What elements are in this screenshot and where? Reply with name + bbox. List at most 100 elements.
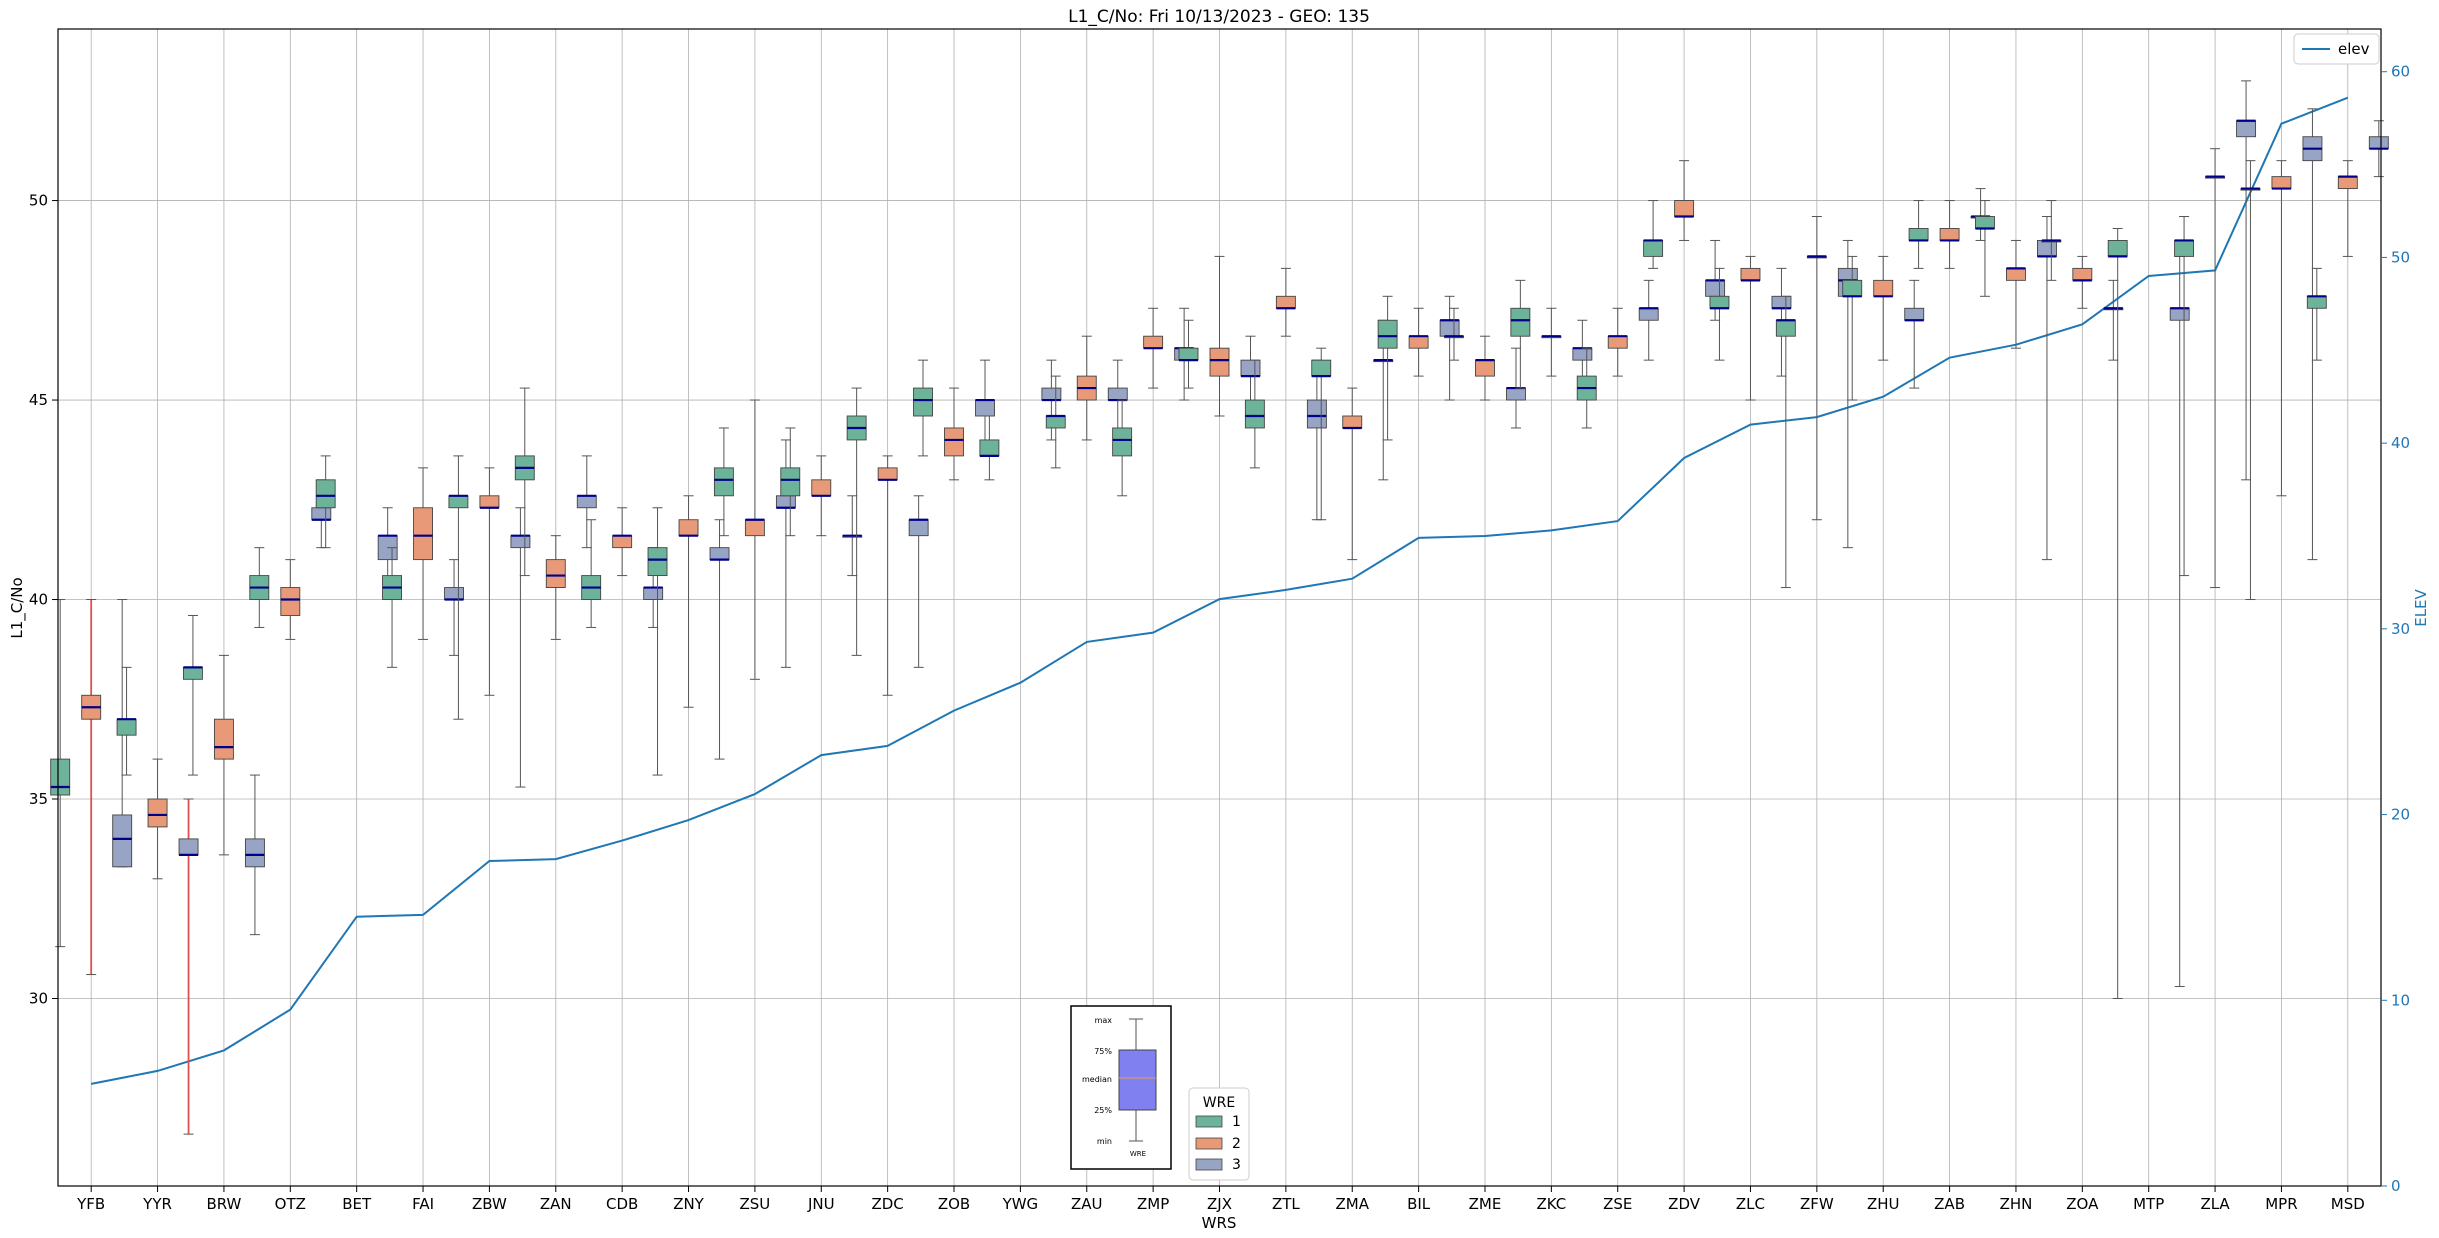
- box-iqr: [713, 467, 734, 497]
- y2-tick-label: 40: [2391, 434, 2410, 452]
- x-tick-label: BRW: [206, 1195, 241, 1213]
- x-tick-label: ZBW: [472, 1195, 507, 1213]
- box-iqr: [2072, 267, 2093, 281]
- box-zab-wre1: [1908, 200, 1929, 269]
- box-mpr-wre1: [2240, 160, 2261, 601]
- box-iqr: [1740, 267, 1761, 281]
- box-zma-wre1: [1311, 347, 1332, 521]
- wre-legend-title: WRE: [1203, 1095, 1235, 1111]
- box-iqr: [147, 798, 168, 828]
- y2-tick-label: 0: [2391, 1177, 2401, 1195]
- box-iqr: [1638, 307, 1659, 321]
- box-iqr: [112, 814, 133, 868]
- x-tick-label: JNU: [807, 1195, 835, 1213]
- box-mpr-wre2: [2271, 160, 2292, 497]
- box-ztl-wre2: [1275, 267, 1296, 337]
- box-iqr: [479, 495, 500, 509]
- box-brw-wre2: [213, 654, 234, 856]
- box-iqr: [1643, 240, 1664, 257]
- box-iqr: [1873, 279, 1894, 297]
- box-iqr: [1408, 335, 1429, 349]
- box-mtp-wre1: [2107, 227, 2128, 999]
- box-brw-wre1: [182, 614, 203, 776]
- box-iqr: [709, 547, 730, 561]
- box-iqr: [913, 387, 933, 417]
- box-yyr-wre3: [178, 798, 199, 1135]
- y-axis-label: L1_C/No: [8, 577, 27, 638]
- box-zdc-wre3: [908, 495, 929, 668]
- y-tick-label: 40: [29, 591, 48, 609]
- box-zny-wre2: [678, 495, 699, 708]
- box-iqr: [1975, 216, 1995, 229]
- x-tick-label: ZTL: [1272, 1195, 1300, 1213]
- box-iqr: [2236, 120, 2257, 138]
- box-zla-wre2: [2205, 148, 2226, 589]
- box-iqr: [50, 758, 71, 796]
- wre-legend-swatch-1: [1195, 1115, 1223, 1128]
- x-tick-label: ZLA: [2200, 1195, 2230, 1213]
- box-iqr: [178, 838, 199, 856]
- y-axis-left: 30 35 40 45 50: [29, 192, 58, 1007]
- y-tick-label: 50: [29, 192, 48, 210]
- y-axis-right: 0 10 20 30 40 50 60: [2381, 63, 2410, 1195]
- box-iqr: [1045, 415, 1066, 429]
- box-iqr: [576, 495, 597, 509]
- box-iqr: [1572, 347, 1593, 361]
- box-iqr: [1709, 295, 1730, 309]
- box-iqr: [1439, 319, 1460, 337]
- x-axis: YFB YYR BRW OTZ BET FAI ZBW ZAN CDB ZNY ZSU JNU ZDC Z…: [76, 1186, 2365, 1213]
- box-zfw-wre1: [1775, 295, 1796, 589]
- box-zbw-wre1: [448, 455, 469, 720]
- box-zma-wre2: [1342, 387, 1363, 561]
- box-zan-wre2: [545, 535, 566, 640]
- box-bil-wre2: [1408, 307, 1429, 377]
- box-iqr: [2107, 240, 2128, 257]
- box-iqr: [1674, 200, 1695, 217]
- x-tick-label: BET: [342, 1195, 372, 1213]
- box-iqr: [1904, 307, 1925, 321]
- box-iqr: [979, 439, 1000, 457]
- box-zmp-wre1: [1112, 399, 1133, 497]
- box-yfb-wre2: [81, 599, 102, 976]
- box-zhu-wre1: [1842, 255, 1863, 401]
- box-zau-wre2: [1076, 335, 1097, 441]
- box-iqr: [1306, 399, 1327, 429]
- box-otz-wre2: [280, 559, 301, 640]
- box-yyr-wre1: [116, 666, 137, 776]
- box-bil-wre3: [1439, 295, 1460, 401]
- box-zme-wre1: [1444, 307, 1464, 361]
- box-cdb-wre2: [612, 507, 633, 577]
- box-iqr: [643, 587, 664, 600]
- key-label-25: 25%: [1094, 1106, 1112, 1115]
- box-zab-wre3: [1970, 188, 1991, 241]
- box-iqr: [1178, 347, 1199, 361]
- box-msd-wre3: [2368, 120, 2389, 178]
- boxplot-key-inset: max 75% median 25% min WRE: [1070, 1005, 1172, 1170]
- box-iqr: [780, 467, 801, 497]
- box-ywg-wre3: [1041, 359, 1062, 441]
- key-label-min: min: [1097, 1137, 1112, 1146]
- box-iqr: [2169, 307, 2190, 321]
- x-tick-label: FAI: [412, 1195, 434, 1213]
- box-iqr: [1311, 359, 1332, 377]
- key-box: [1118, 1049, 1157, 1111]
- box-zlc-wre1: [1709, 267, 1730, 361]
- y-tick-label: 35: [29, 790, 48, 808]
- box-iqr: [1607, 335, 1628, 349]
- y2-tick-label: 50: [2391, 248, 2410, 266]
- box-fai-wre3: [444, 559, 464, 656]
- box-zan-wre1: [514, 387, 535, 577]
- box-zau-wre1: [1045, 375, 1066, 469]
- box-bet-wre1: [315, 455, 336, 549]
- box-brw-wre3: [244, 774, 265, 936]
- key-label-wre: WRE: [1130, 1150, 1146, 1158]
- box-iqr: [1506, 387, 1526, 401]
- y2-tick-label: 60: [2391, 63, 2410, 81]
- box-iqr: [2306, 295, 2327, 309]
- box-zdc-wre1: [846, 387, 867, 656]
- box-mpr-wre3: [2302, 108, 2323, 561]
- box-iqr: [1771, 295, 1792, 309]
- box-iqr: [2337, 176, 2358, 190]
- y2-tick-label: 10: [2391, 991, 2410, 1009]
- box-iqr: [280, 587, 301, 616]
